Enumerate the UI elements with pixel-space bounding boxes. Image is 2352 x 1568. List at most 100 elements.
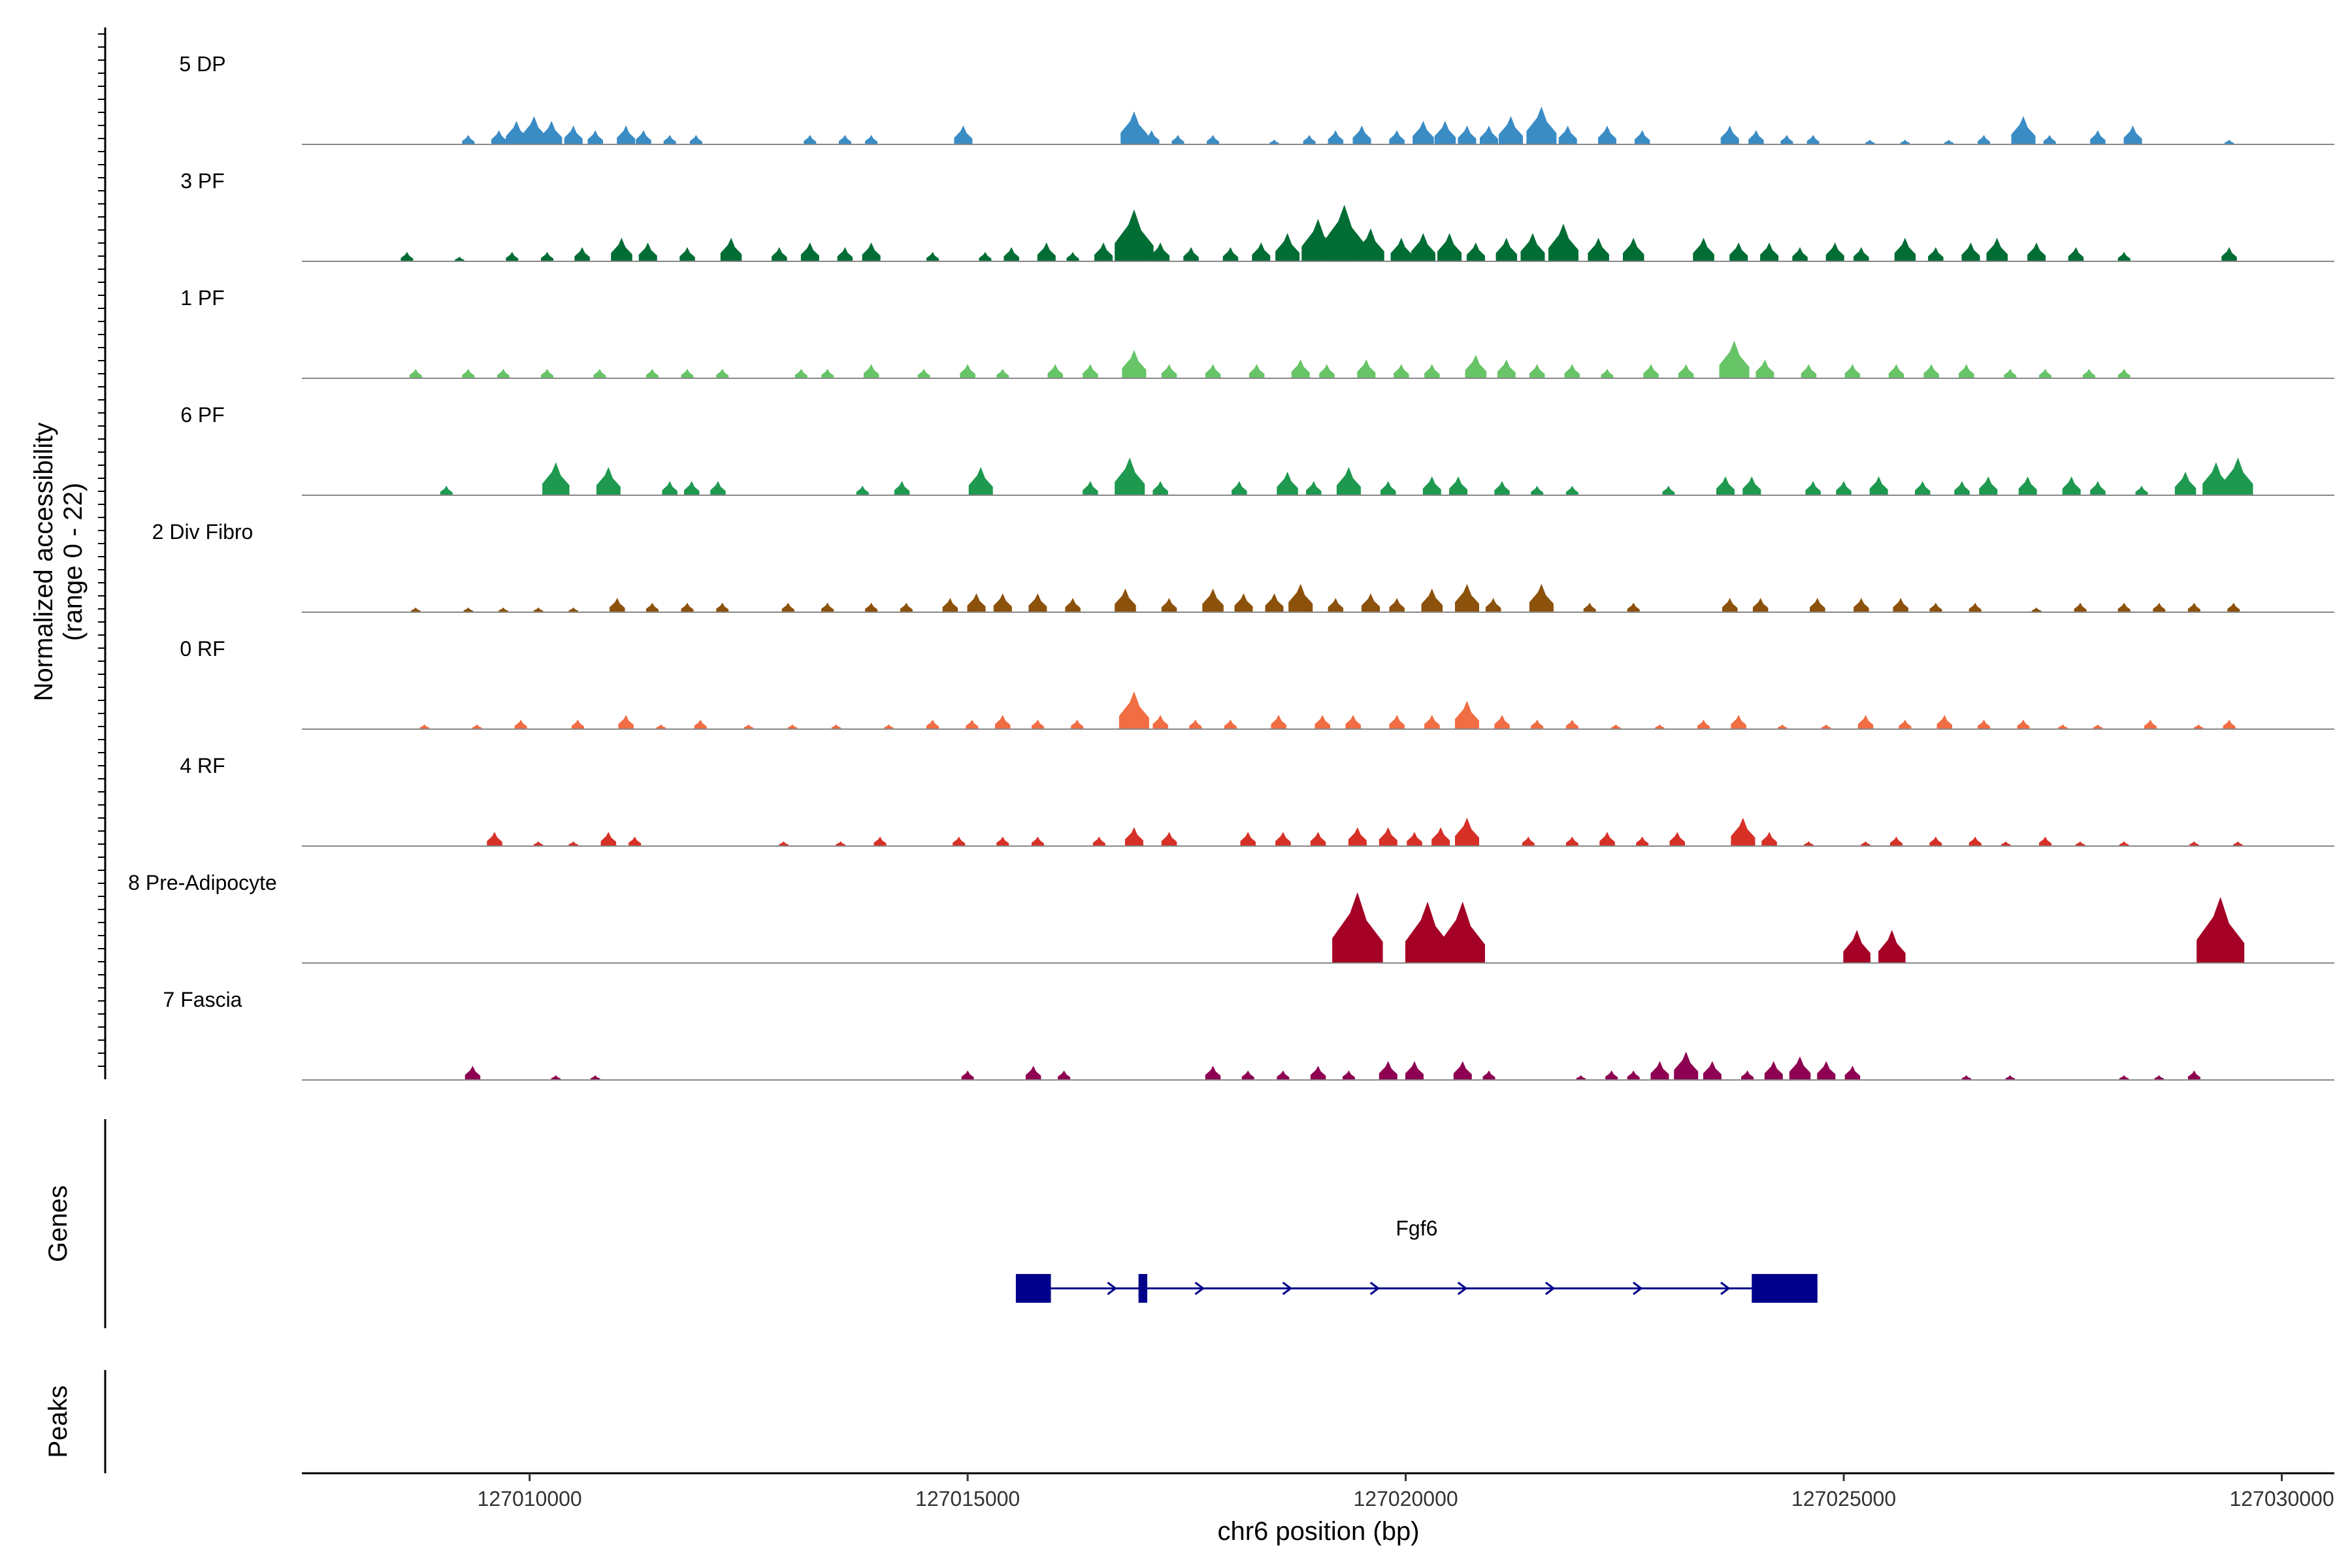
- coverage-peak: [716, 602, 729, 612]
- coverage-peak: [2117, 368, 2131, 378]
- coverage-peak: [1627, 602, 1640, 612]
- coverage-peak: [2153, 602, 2166, 612]
- coverage-peak: [610, 598, 625, 612]
- track-1-pf: 1 PF: [180, 286, 2334, 379]
- coverage-peak: [1565, 485, 1578, 495]
- coverage-peak: [1623, 237, 1644, 261]
- coverage-peak: [645, 602, 659, 612]
- coverage-peak: [1413, 120, 1434, 144]
- coverage-peak: [1722, 598, 1738, 612]
- x-tick-label: 127030000: [2229, 1487, 2334, 1511]
- strand-arrow: [1633, 1281, 1643, 1296]
- coverage-peak: [953, 836, 966, 846]
- coverage-peak: [1599, 832, 1615, 846]
- coverage-peak: [1495, 237, 1518, 261]
- coverage-peak: [1315, 715, 1330, 729]
- track-label: 0 RF: [180, 637, 225, 661]
- coverage-peak: [1058, 1070, 1071, 1080]
- coverage-peak: [1115, 588, 1136, 612]
- track-4-rf: 4 RF: [180, 754, 2334, 847]
- coverage-peak: [1697, 719, 1710, 729]
- coverage-peak: [1151, 242, 1170, 261]
- coverage-peak: [1485, 598, 1501, 612]
- coverage-peak: [2123, 125, 2142, 144]
- coverage-peak: [2135, 485, 2148, 495]
- coverage-peak: [1806, 135, 1820, 144]
- track-label: 8 Pre-Adipocyte: [128, 871, 277, 894]
- coverage-peak: [2005, 1075, 2016, 1080]
- coverage-peak: [1494, 715, 1510, 729]
- coverage-peak: [1389, 598, 1405, 612]
- x-tick-label: 127010000: [478, 1487, 582, 1511]
- track-0-rf: 0 RF: [180, 637, 2334, 730]
- strand-arrow: [1107, 1281, 1117, 1296]
- coverage-peak: [1342, 1070, 1355, 1080]
- coverage-peak: [1422, 476, 1441, 495]
- coverage-peak: [1643, 364, 1659, 378]
- coverage-peak: [966, 719, 979, 729]
- coverage-peak: [1269, 139, 1279, 144]
- gene-exon: [1015, 1274, 1051, 1303]
- coverage-peak: [1636, 836, 1649, 846]
- strand-arrow: [1282, 1281, 1293, 1296]
- coverage-peak: [1183, 247, 1199, 261]
- coverage-peak: [2018, 476, 2037, 495]
- coverage-peak: [1202, 588, 1224, 612]
- coverage-peak: [772, 247, 787, 261]
- coverage-peak: [979, 252, 992, 261]
- coverage-peak: [2075, 841, 2085, 846]
- coverage-peak: [1124, 827, 1143, 846]
- coverage-peak: [2062, 476, 2081, 495]
- coverage-peak: [1598, 125, 1616, 144]
- coverage-peak: [1031, 719, 1044, 729]
- coverage-peak: [662, 481, 678, 495]
- coverage-peak: [462, 368, 475, 378]
- coverage-peak: [593, 368, 606, 378]
- coverage-peak: [1756, 359, 1774, 378]
- coverage-peak: [967, 593, 986, 612]
- coverage-peak: [1655, 724, 1665, 729]
- coverage-peak: [638, 242, 657, 261]
- coverage-peak: [1611, 724, 1621, 729]
- coverage-peak: [2043, 135, 2056, 144]
- coverage-peak: [681, 368, 694, 378]
- strand-arrow: [1720, 1281, 1731, 1296]
- coverage-peak: [1411, 233, 1435, 261]
- coverage-peak: [821, 602, 834, 612]
- coverage-peak: [1854, 247, 1869, 261]
- coverage-peak: [1357, 228, 1384, 261]
- coverage-peak: [1703, 1061, 1722, 1080]
- coverage-peak: [1564, 364, 1580, 378]
- coverage-peak: [1576, 1075, 1586, 1080]
- x-axis-ticks: 127010000 127015000 127020000 127025000 1270…: [478, 1473, 2334, 1511]
- coverage-peak: [1144, 130, 1160, 144]
- x-tick-label: 127015000: [915, 1487, 1020, 1511]
- coverage-peak: [2223, 457, 2253, 495]
- coverage-peak: [2119, 841, 2129, 846]
- coverage-peak: [1271, 715, 1286, 729]
- coverage-peak: [1094, 242, 1113, 261]
- coverage-peak: [1588, 237, 1609, 261]
- track-label: 1 PF: [180, 286, 225, 310]
- coverage-peak: [2058, 724, 2068, 729]
- coverage-peak: [1497, 359, 1516, 378]
- coverage-peak: [1291, 359, 1310, 378]
- coverage-peak: [1719, 340, 1750, 378]
- coverage-peak: [1720, 125, 1739, 144]
- coverage-y-ticks: [98, 33, 105, 1067]
- coverage-peak: [804, 135, 817, 144]
- coverage-peak: [800, 242, 819, 261]
- coverage-peak: [1899, 719, 1912, 729]
- coverage-peak: [1936, 715, 1952, 729]
- coverage-peak: [472, 724, 482, 729]
- strand-arrow: [1369, 1281, 1380, 1296]
- coverage-peak: [1249, 364, 1265, 378]
- coverage-peak: [1205, 1066, 1221, 1080]
- coverage-peak: [1389, 715, 1405, 729]
- coverage-peak: [831, 724, 841, 729]
- coverage-peak: [1529, 583, 1554, 612]
- coverage-peak: [1390, 237, 1413, 261]
- coverage-peak: [1959, 364, 1974, 378]
- track-2-div-fibro: 2 Div Fibro: [152, 520, 2334, 613]
- coverage-peak: [1306, 481, 1322, 495]
